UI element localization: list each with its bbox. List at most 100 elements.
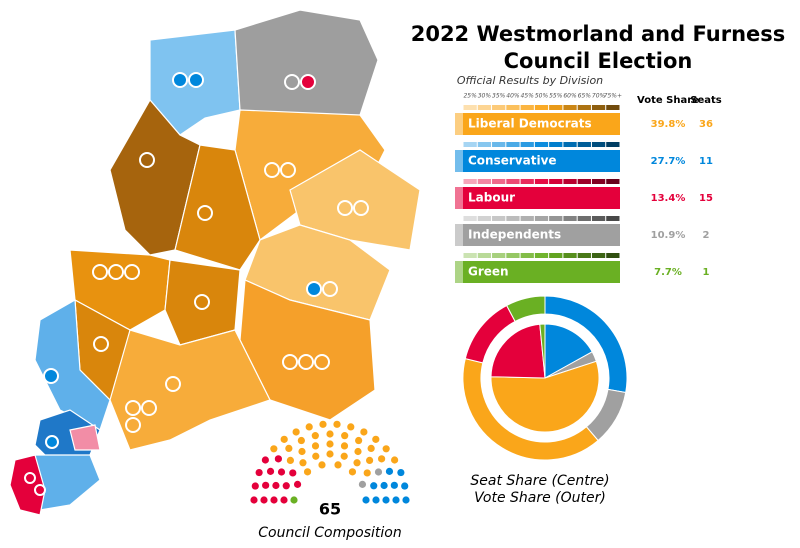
color-ramp (492, 179, 506, 184)
color-ramp (520, 253, 534, 258)
color-ramp (549, 253, 563, 258)
seat-dot (397, 468, 405, 477)
column-header: Seats (690, 95, 722, 106)
seats: 2 (703, 230, 710, 241)
color-ramp (606, 142, 620, 147)
map-region (69, 424, 101, 451)
party-bar-tab (455, 150, 463, 172)
party-bar (455, 261, 620, 283)
seat-dot (262, 481, 270, 489)
vote-share: 10.9% (651, 230, 686, 241)
seat-dot (311, 432, 319, 440)
vote-share-segment (506, 295, 546, 323)
seat-dot (372, 496, 380, 504)
seat-dot (298, 447, 306, 456)
party-name: Independents (468, 228, 561, 242)
color-ramp (606, 253, 620, 258)
scale-label: 45% (521, 93, 535, 100)
seat-dot (280, 496, 288, 504)
party-name: Green (468, 265, 509, 279)
color-ramp (534, 105, 549, 110)
map-region (109, 98, 201, 256)
seat-dot (326, 430, 334, 438)
seat-dot (374, 468, 383, 476)
seat-dot (312, 452, 320, 460)
seat-dot (370, 482, 378, 490)
seat-dot (318, 461, 326, 469)
color-ramp (591, 216, 606, 221)
seat-dot (266, 467, 275, 475)
seat-dot (326, 440, 334, 448)
seat-dot (292, 428, 300, 436)
seat-dot (297, 436, 305, 445)
seat-dot (293, 480, 302, 488)
map-region (174, 144, 261, 271)
party-bar-tab (455, 187, 463, 209)
party-bar-tab (455, 113, 463, 135)
scale-label: 40% (506, 93, 520, 100)
seats: 15 (699, 193, 713, 204)
scale-label: 30% (478, 93, 492, 100)
seats: 36 (699, 119, 713, 130)
vote-share: 27.7% (651, 156, 686, 167)
color-ramp (606, 216, 620, 221)
seat-dot (333, 420, 341, 428)
color-ramp (520, 179, 534, 184)
party-bar (455, 187, 620, 209)
seat-dot (305, 423, 313, 431)
color-ramp (492, 216, 506, 221)
seat-dot (282, 482, 290, 490)
total-seats: 65 (319, 500, 341, 519)
color-ramp (477, 253, 492, 258)
color-ramp (520, 142, 534, 147)
scale-label: 25% (463, 93, 477, 100)
color-ramp (577, 179, 591, 184)
color-ramp (591, 105, 606, 110)
map-markers (24, 72, 369, 496)
color-ramp (563, 105, 577, 110)
color-ramp (549, 105, 563, 110)
seat-dot (334, 461, 342, 469)
seat-dot (378, 455, 386, 463)
color-ramp (506, 105, 520, 110)
vote-share: 39.8% (651, 119, 686, 130)
color-ramp (549, 142, 563, 147)
color-ramp (506, 216, 520, 221)
color-ramp (606, 179, 620, 184)
seat-dot (290, 496, 298, 504)
color-ramp (563, 142, 577, 147)
seat-dot (372, 435, 380, 443)
color-ramp (563, 253, 577, 258)
seats: 1 (703, 267, 710, 278)
title: Council Election (504, 49, 693, 73)
seats: 11 (699, 156, 713, 167)
color-ramp (520, 105, 534, 110)
map-region (9, 454, 46, 516)
color-ramp (520, 216, 534, 221)
seat-dot (367, 444, 375, 452)
party-bar (455, 150, 620, 172)
seat-dot (385, 467, 394, 475)
seat-dot (348, 468, 357, 476)
seat-dot (380, 481, 388, 490)
seat-dot (401, 482, 409, 490)
scale-label: 75%+ (604, 93, 622, 100)
color-ramp (591, 179, 606, 184)
color-ramp (506, 179, 520, 184)
title: 2022 Westmorland and Furness (411, 22, 786, 46)
seat-dot (326, 450, 334, 458)
seat-dot (261, 456, 269, 464)
color-ramp (534, 216, 549, 221)
caption: Seat Share (Centre) (470, 473, 609, 489)
vote-share: 13.4% (651, 193, 686, 204)
seat-dot (402, 496, 410, 504)
seat-share-segment (490, 323, 546, 379)
seat-dot (260, 496, 268, 504)
seat-dot (251, 482, 259, 490)
scale-label: 50% (535, 93, 549, 100)
seat-share-segment (544, 323, 593, 379)
color-ramp (606, 105, 620, 110)
vote-share: 7.7% (654, 267, 682, 278)
color-ramp (463, 105, 477, 110)
